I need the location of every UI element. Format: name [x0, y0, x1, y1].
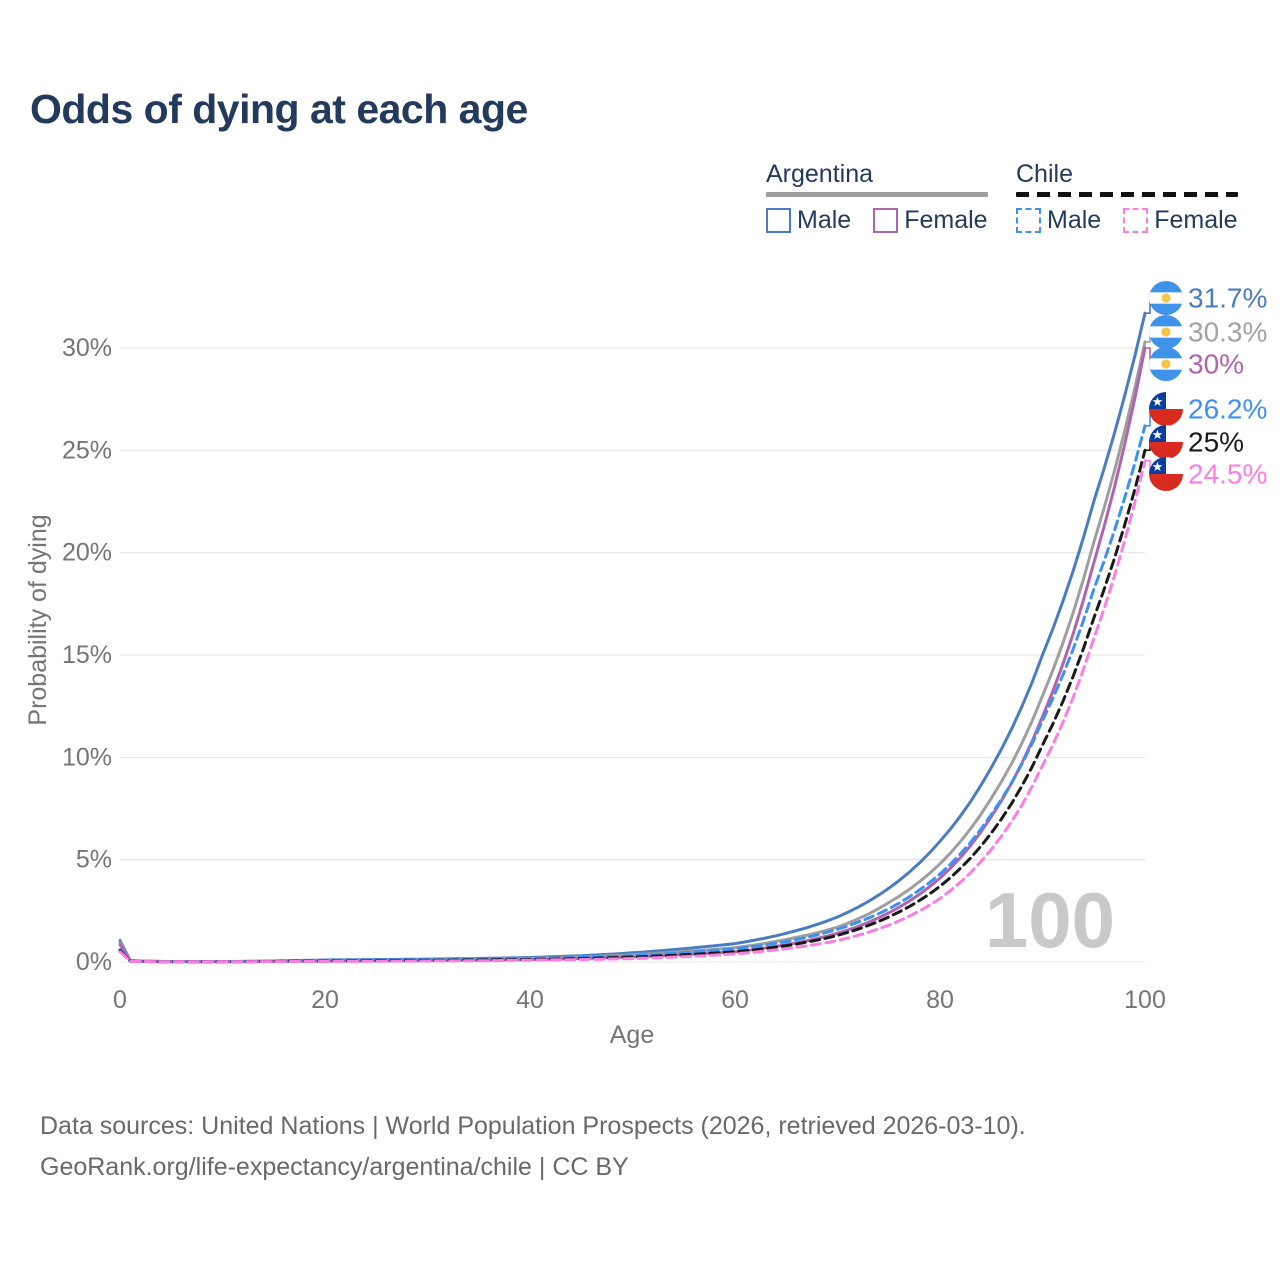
footer-data-sources: Data sources: United Nations | World Pop…: [40, 1112, 1026, 1140]
x-tick-label: 100: [1124, 986, 1166, 1014]
svg-text:★: ★: [1152, 427, 1164, 442]
legend-item-chile-female[interactable]: Female: [1123, 206, 1238, 235]
y-tick-label: 0%: [76, 948, 112, 976]
chile-female-swatch-icon: [1123, 208, 1149, 233]
legend-header-argentina-label: Argentina: [766, 160, 874, 188]
legend-header-chile[interactable]: Chile: [1016, 160, 1238, 197]
flag-icon-argentina: [1149, 347, 1183, 381]
legend-item-argentina-male[interactable]: Male: [766, 206, 851, 235]
page-title: Odds of dying at each age: [30, 86, 528, 132]
argentina-female-swatch-icon: [873, 208, 899, 233]
chile-male-swatch-icon: [1016, 208, 1041, 233]
series-line-5[interactable]: [118, 459, 1147, 964]
y-tick-label: 15%: [62, 641, 112, 669]
x-axis-title: Age: [610, 1021, 654, 1049]
end-label-2[interactable]: 30%: [1188, 349, 1244, 380]
flag-icon-argentina: [1149, 315, 1183, 349]
x-tick-label: 20: [311, 986, 339, 1014]
x-tick-label: 40: [516, 986, 544, 1014]
series-line-0[interactable]: [118, 311, 1147, 964]
flag-icon-argentina: [1149, 281, 1183, 315]
y-tick-label: 25%: [62, 436, 112, 464]
legend-items-chile: Male Female: [1016, 206, 1238, 235]
y-tick-label: 5%: [76, 846, 112, 874]
footer-attribution[interactable]: GeoRank.org/life-expectancy/argentina/ch…: [40, 1152, 629, 1181]
end-label-1[interactable]: 30.3%: [1188, 317, 1267, 348]
end-label-0[interactable]: 31.7%: [1188, 283, 1267, 314]
flag-icon-chile: ★: [1149, 392, 1183, 426]
y-axis-title: Probability of dying: [24, 514, 52, 725]
legend-header-chile-label: Chile: [1016, 160, 1073, 188]
legend-item-argentina-female[interactable]: Female: [873, 206, 988, 235]
footer: Data sources: United Nations | World Pop…: [40, 1106, 1026, 1187]
legend-underline-argentina: [766, 192, 988, 197]
legend-underline-chile: [1016, 192, 1238, 197]
end-label-5[interactable]: 24.5%: [1188, 459, 1267, 490]
x-tick-label: 80: [926, 986, 954, 1014]
svg-text:★: ★: [1152, 394, 1164, 409]
legend-item-chile-male[interactable]: Male: [1016, 206, 1101, 235]
legend-group-argentina: Argentina Male Female: [766, 160, 988, 235]
flag-icon-chile: ★: [1149, 425, 1183, 459]
legend-item-argentina-male-label: Male: [797, 206, 852, 234]
legend-header-argentina[interactable]: Argentina: [766, 160, 988, 197]
end-label-3[interactable]: 26.2%: [1188, 394, 1267, 425]
y-tick-label: 20%: [62, 539, 112, 567]
argentina-male-swatch-icon: [766, 208, 791, 233]
legend-item-chile-male-label: Male: [1047, 206, 1102, 234]
x-tick-label: 60: [721, 986, 749, 1014]
legend-item-chile-female-label: Female: [1154, 206, 1238, 234]
y-tick-label: 30%: [62, 334, 112, 362]
flag-icon-chile: ★: [1149, 457, 1183, 491]
series-line-1[interactable]: [118, 340, 1147, 964]
end-label-4[interactable]: 25%: [1188, 427, 1244, 458]
y-tick-label: 10%: [62, 743, 112, 771]
legend-item-argentina-female-label: Female: [904, 206, 988, 234]
svg-text:★: ★: [1152, 459, 1164, 474]
legend-group-chile: Chile Male Female: [1016, 160, 1238, 235]
legend-items-argentina: Male Female: [766, 206, 988, 235]
x-tick-label: 0: [113, 986, 127, 1014]
age-cursor-watermark: 100: [985, 876, 1115, 964]
mortality-line-chart: 0% 5% 10% 15% 20% 25% 30% 0 20 40 60 80 100 Age Probab…: [24, 281, 1267, 1049]
